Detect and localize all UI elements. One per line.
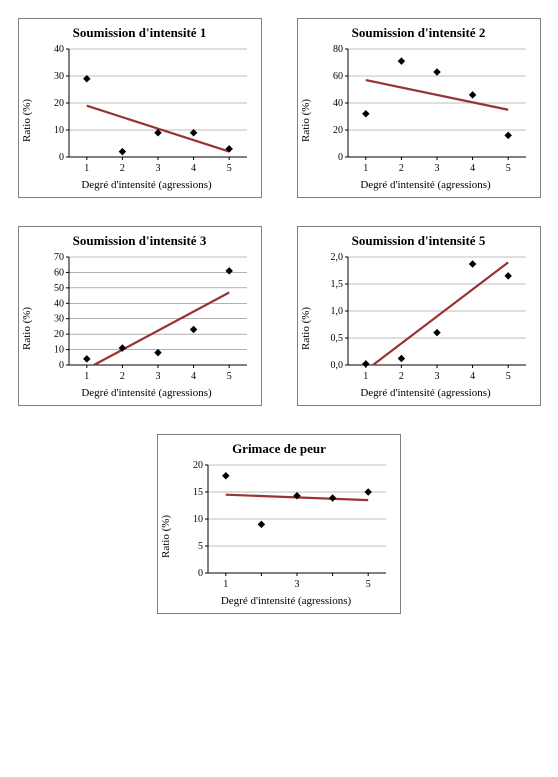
svg-text:4: 4	[191, 163, 196, 174]
svg-text:60: 60	[333, 71, 343, 82]
svg-text:1: 1	[84, 163, 89, 174]
svg-text:2,0: 2,0	[330, 252, 343, 263]
svg-text:3: 3	[155, 163, 160, 174]
svg-text:20: 20	[54, 98, 64, 109]
chart-row: Soumission d'intensité 3Ratio (%)0102030…	[0, 226, 558, 406]
svg-text:1: 1	[363, 371, 368, 382]
chart-title: Soumission d'intensité 2	[298, 19, 540, 43]
svg-text:4: 4	[470, 163, 475, 174]
svg-text:5: 5	[505, 371, 510, 382]
svg-text:1,0: 1,0	[330, 306, 343, 317]
chart-panel-c3: Soumission d'intensité 3Ratio (%) 0 10 20 30…	[18, 226, 262, 406]
svg-text:10: 10	[54, 125, 64, 136]
svg-text:0,0: 0,0	[330, 360, 343, 371]
svg-text:3: 3	[434, 163, 439, 174]
chart-plot: 0 5 10 15 20 1 3 5	[176, 459, 396, 593]
svg-text:0,5: 0,5	[330, 333, 343, 344]
x-axis-label: Degré d'intensité (agressions)	[316, 177, 536, 197]
chart-title: Soumission d'intensité 5	[298, 227, 540, 251]
svg-text:1: 1	[363, 163, 368, 174]
svg-text:10: 10	[193, 514, 203, 525]
svg-text:2: 2	[119, 371, 124, 382]
chart-panel-c2: Soumission d'intensité 2Ratio (%) 0 20 40 60…	[297, 18, 541, 198]
svg-text:30: 30	[54, 314, 64, 325]
chart-plot: 0 10 20 30 40 1 2 3 4 5	[37, 43, 257, 177]
chart-row: Soumission d'intensité 1Ratio (%)0102030…	[0, 18, 558, 198]
svg-text:10: 10	[54, 345, 64, 356]
chart-title: Soumission d'intensité 1	[19, 19, 261, 43]
svg-text:20: 20	[333, 125, 343, 136]
svg-text:40: 40	[54, 44, 64, 55]
svg-text:0: 0	[59, 360, 64, 371]
y-axis-label: Ratio (%)	[158, 459, 176, 613]
chart-title: Grimace de peur	[158, 435, 400, 459]
chart-row: Grimace de peurRatio (%) 0 5 10 15 20 1 3 5 Degré…	[0, 434, 558, 614]
svg-text:40: 40	[54, 298, 64, 309]
y-axis-label: Ratio (%)	[298, 43, 316, 197]
chart-title: Soumission d'intensité 3	[19, 227, 261, 251]
svg-text:5: 5	[366, 579, 371, 590]
svg-text:60: 60	[54, 267, 64, 278]
x-axis-label: Degré d'intensité (agressions)	[176, 593, 396, 613]
y-axis-label: Ratio (%)	[298, 251, 316, 405]
svg-text:80: 80	[333, 44, 343, 55]
svg-text:5: 5	[505, 163, 510, 174]
svg-text:5: 5	[198, 541, 203, 552]
svg-text:40: 40	[333, 98, 343, 109]
chart-panel-c4: Soumission d'intensité 5Ratio (%) 0,0 0,5 1…	[297, 226, 541, 406]
chart-plot: 0 10 20 30 40 50 60 70 1 2 3 4 5	[37, 251, 257, 385]
svg-text:3: 3	[295, 579, 300, 590]
svg-text:2: 2	[119, 163, 124, 174]
chart-plot: 0,0 0,5 1,0 1,5 2,0 1 2 3 4 5	[316, 251, 536, 385]
x-axis-label: Degré d'intensité (agressions)	[316, 385, 536, 405]
svg-text:3: 3	[434, 371, 439, 382]
svg-text:50: 50	[54, 283, 64, 294]
svg-text:1,5: 1,5	[330, 279, 343, 290]
svg-text:0: 0	[59, 152, 64, 163]
svg-text:20: 20	[193, 460, 203, 471]
svg-text:5: 5	[226, 371, 231, 382]
y-axis-label: Ratio (%)	[19, 251, 37, 405]
chart-panel-c5: Grimace de peurRatio (%) 0 5 10 15 20 1 3 5 Degré…	[157, 434, 401, 614]
chart-plot: 0 20 40 60 80 1 2 3 4 5	[316, 43, 536, 177]
svg-text:4: 4	[191, 371, 196, 382]
svg-text:5: 5	[226, 163, 231, 174]
chart-panel-c1: Soumission d'intensité 1Ratio (%) 0 10 20 30…	[18, 18, 262, 198]
svg-text:3: 3	[155, 371, 160, 382]
svg-text:70: 70	[54, 252, 64, 263]
svg-text:1: 1	[84, 371, 89, 382]
svg-text:15: 15	[193, 487, 203, 498]
svg-text:1: 1	[223, 579, 228, 590]
svg-text:2: 2	[398, 371, 403, 382]
y-axis-label: Ratio (%)	[19, 43, 37, 197]
svg-text:0: 0	[198, 568, 203, 579]
x-axis-label: Degré d'intensité (agressions)	[37, 177, 257, 197]
svg-text:4: 4	[470, 371, 475, 382]
svg-text:0: 0	[338, 152, 343, 163]
svg-text:30: 30	[54, 71, 64, 82]
svg-text:2: 2	[398, 163, 403, 174]
x-axis-label: Degré d'intensité (agressions)	[37, 385, 257, 405]
svg-text:20: 20	[54, 329, 64, 340]
